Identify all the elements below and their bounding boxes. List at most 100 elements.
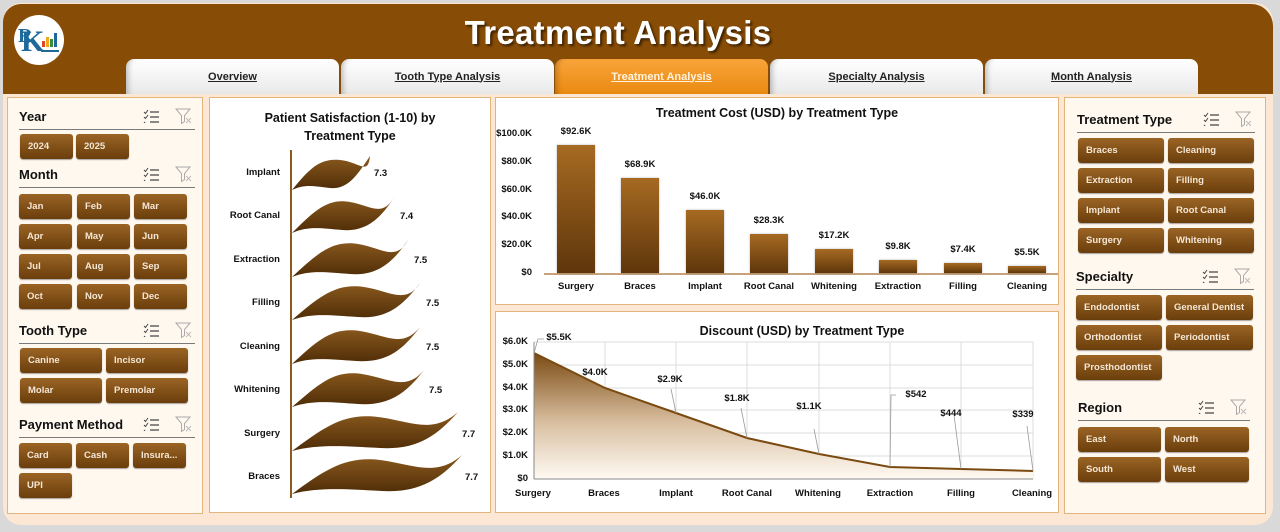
- slicer-button-braces[interactable]: Braces: [1078, 138, 1164, 163]
- slicer-button-2025[interactable]: 2025: [76, 134, 129, 159]
- slicer-button-aug[interactable]: Aug: [77, 254, 130, 279]
- kr-analytics-logo-icon: K R: [14, 15, 64, 65]
- tab-tooth-type-analysis[interactable]: Tooth Type Analysis: [341, 59, 554, 94]
- clear-filter-icon[interactable]: [1230, 399, 1248, 415]
- multi-select-icon[interactable]: [1202, 269, 1218, 283]
- data-label: 7.5: [426, 298, 440, 309]
- x-tick: Filling: [947, 488, 975, 499]
- data-label: 7.3: [374, 168, 388, 179]
- clear-filter-icon[interactable]: [175, 416, 193, 432]
- bar-root-canal: [750, 234, 788, 273]
- slicer-button-mar[interactable]: Mar: [134, 194, 187, 219]
- data-label: $1.8K: [724, 393, 750, 404]
- chart-title-satisfaction: Patient Satisfaction (1-10) by Treatment…: [264, 111, 436, 143]
- data-label: $5.5K: [546, 332, 572, 343]
- page-title: Treatment Analysis: [464, 14, 772, 51]
- clear-filter-icon[interactable]: [175, 166, 193, 182]
- slicer-button-cash[interactable]: Cash: [76, 443, 129, 468]
- slicer-title-region: Region: [1078, 400, 1123, 415]
- tab-specialty-analysis[interactable]: Specialty Analysis: [770, 59, 983, 94]
- slicer-button-orthodontist[interactable]: Orthodontist: [1076, 325, 1162, 350]
- bar-extraction: [879, 260, 917, 273]
- discount-chart: Discount (USD) by Treatment Type $6.0K $…: [495, 311, 1059, 513]
- multi-select-icon[interactable]: [143, 417, 159, 431]
- slicer-button-incisor[interactable]: Incisor: [106, 348, 188, 373]
- slicer-button-east[interactable]: East: [1078, 427, 1161, 452]
- slicer-button-canine[interactable]: Canine: [20, 348, 102, 373]
- slicer-button-north[interactable]: North: [1165, 427, 1249, 452]
- slicer-button-premolar[interactable]: Premolar: [106, 378, 188, 403]
- slicer-button-cleaning[interactable]: Cleaning: [1168, 138, 1254, 163]
- y-tick: $100.0K: [496, 128, 532, 139]
- slicer-button-endodontist[interactable]: Endodontist: [1076, 295, 1162, 320]
- clear-filter-icon[interactable]: [175, 108, 193, 124]
- slicer-button-west[interactable]: West: [1165, 457, 1249, 482]
- slicer-button-upi[interactable]: UPI: [19, 473, 72, 498]
- slicer-button-periodontist[interactable]: Periodontist: [1166, 325, 1253, 350]
- slicer-button-oct[interactable]: Oct: [19, 284, 72, 309]
- x-tick: Implant: [659, 488, 693, 499]
- slicer-button-molar[interactable]: Molar: [20, 378, 102, 403]
- data-label: $9.8K: [885, 241, 911, 252]
- category-label: Whitening: [234, 384, 280, 395]
- tab-treatment-analysis[interactable]: Treatment Analysis: [555, 59, 768, 94]
- chart-title-discount: Discount (USD) by Treatment Type: [699, 324, 905, 338]
- category-label: Surgery: [244, 428, 280, 439]
- clear-filter-icon[interactable]: [1234, 268, 1252, 284]
- data-label: $46.0K: [689, 191, 721, 202]
- category-label: Cleaning: [239, 341, 280, 352]
- slicer-button-insurance[interactable]: Insura...: [133, 443, 186, 468]
- data-label: $542: [905, 389, 927, 400]
- slicer-button-jan[interactable]: Jan: [19, 194, 72, 219]
- slicer-button-root-canal[interactable]: Root Canal: [1168, 198, 1254, 223]
- y-tick: $2.0K: [502, 427, 528, 438]
- y-tick: $3.0K: [502, 404, 528, 415]
- slicer-button-implant[interactable]: Implant: [1078, 198, 1164, 223]
- bar-implant: [686, 210, 724, 273]
- tab-month-analysis[interactable]: Month Analysis: [985, 59, 1198, 94]
- slicer-button-feb[interactable]: Feb: [77, 194, 130, 219]
- bar-filling: [944, 263, 982, 273]
- x-tick: Root Canal: [721, 488, 773, 499]
- y-tick: $80.0K: [501, 156, 532, 167]
- slicer-button-filling[interactable]: Filling: [1168, 168, 1254, 193]
- multi-select-icon[interactable]: [143, 167, 159, 181]
- clear-filter-icon[interactable]: [175, 322, 193, 338]
- x-tick: Cleaning: [1011, 488, 1053, 499]
- x-tick: Implant: [688, 281, 722, 292]
- bar-cleaning: [1008, 266, 1046, 273]
- slicer-button-jul[interactable]: Jul: [19, 254, 72, 279]
- slicer-button-apr[interactable]: Apr: [19, 224, 72, 249]
- slicer-button-may[interactable]: May: [77, 224, 130, 249]
- slicer-button-general-dentist[interactable]: General Dentist: [1166, 295, 1253, 320]
- tab-overview[interactable]: Overview: [126, 59, 339, 94]
- slicer-button-card[interactable]: Card: [19, 443, 72, 468]
- slicer-button-2024[interactable]: 2024: [20, 134, 73, 159]
- slicer-button-surgery[interactable]: Surgery: [1078, 228, 1164, 253]
- slicer-button-sep[interactable]: Sep: [134, 254, 187, 279]
- slicer-button-prosthodontist[interactable]: Prosthodontist: [1076, 355, 1162, 380]
- multi-select-icon[interactable]: [143, 323, 159, 337]
- multi-select-icon[interactable]: [1198, 400, 1214, 414]
- data-label: $28.3K: [753, 215, 785, 226]
- bar-braces: [621, 178, 659, 273]
- x-tick: Surgery: [558, 281, 594, 292]
- data-label: $17.2K: [818, 230, 850, 241]
- slicer-title-specialty: Specialty: [1076, 269, 1134, 284]
- x-tick: Braces: [624, 281, 656, 292]
- clear-filter-icon[interactable]: [1235, 111, 1253, 127]
- slicer-button-nov[interactable]: Nov: [77, 284, 130, 309]
- category-label: Root Canal: [229, 210, 280, 221]
- slicer-button-whitening[interactable]: Whitening: [1168, 228, 1254, 253]
- slicer-title-month: Month: [19, 167, 58, 182]
- slicer-button-dec[interactable]: Dec: [134, 284, 187, 309]
- right-filter-panel: Treatment Type Braces Cleaning Extractio…: [1064, 97, 1266, 514]
- multi-select-icon[interactable]: [1203, 112, 1219, 126]
- slicer-button-jun[interactable]: Jun: [134, 224, 187, 249]
- slicer-button-extraction[interactable]: Extraction: [1078, 168, 1164, 193]
- data-label: $4.0K: [582, 367, 608, 378]
- slicer-button-south[interactable]: South: [1078, 457, 1161, 482]
- y-tick: $20.0K: [501, 239, 532, 250]
- category-label: Extraction: [233, 254, 280, 265]
- multi-select-icon[interactable]: [143, 109, 159, 123]
